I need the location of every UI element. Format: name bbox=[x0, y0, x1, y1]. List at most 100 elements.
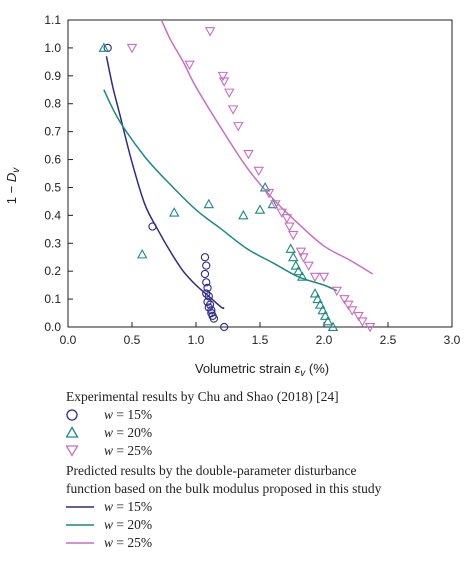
y-tick-label: 0.8 bbox=[44, 97, 61, 111]
legend-pred-w20: w = 20% bbox=[66, 516, 381, 534]
x-axis: 0.0 0.5 1.0 1.5 2.0 2.5 3.0 bbox=[60, 322, 461, 347]
triangle-up-marker-icon bbox=[66, 426, 79, 438]
data-point-w25 bbox=[217, 71, 229, 82]
data-point-w15 bbox=[209, 314, 219, 323]
data-point-w20 bbox=[238, 209, 249, 220]
line-swatch-icon bbox=[66, 542, 94, 544]
y-axis-label: 1 − Dv bbox=[4, 167, 22, 204]
data-point-w20 bbox=[254, 204, 266, 214]
data-point-w25 bbox=[253, 166, 264, 177]
legend-exp-w25-label: 25% bbox=[127, 443, 153, 458]
data-point-w25 bbox=[364, 323, 376, 333]
legend-exp-w15: w = 15% bbox=[66, 406, 339, 424]
data-point-w20 bbox=[317, 304, 328, 315]
legend-pred-w25: w = 25% bbox=[66, 534, 381, 552]
data-point-w25 bbox=[126, 43, 138, 54]
data-point-w25 bbox=[281, 214, 293, 224]
y-tick-label: 0.5 bbox=[44, 180, 61, 194]
legend-exp-w15-label: 15% bbox=[127, 407, 153, 422]
data-point-w25 bbox=[339, 295, 350, 305]
data-point-w25 bbox=[233, 122, 244, 132]
x-tick-label: 1.5 bbox=[252, 333, 269, 347]
data-point-w15 bbox=[200, 269, 210, 279]
y-tick-label: 1.1 bbox=[44, 13, 61, 27]
data-point-w25 bbox=[204, 27, 216, 37]
x-tick-label: 0.5 bbox=[124, 333, 141, 347]
data-point-w20 bbox=[314, 299, 326, 309]
legend-experimental-heading: Experimental results by Chu and Shao (20… bbox=[66, 389, 339, 404]
data-point-w20 bbox=[290, 260, 302, 270]
data-point-w25 bbox=[288, 230, 299, 241]
legend-predicted-heading-2: function based on the bulk modulus propo… bbox=[66, 481, 382, 496]
y-tick-label: 0.6 bbox=[44, 153, 61, 167]
data-point-w25 bbox=[263, 189, 275, 199]
y-axis: 0.0 0.1 0.2 0.3 0.4 0.5 0.6 0.7 0.8 0.9 1.0 1.1 bbox=[44, 13, 73, 334]
legend-exp-w25: w = 25% bbox=[66, 442, 339, 460]
y-tick-label: 0.0 bbox=[44, 320, 61, 334]
line-swatch-icon bbox=[66, 524, 94, 526]
data-point-w15 bbox=[220, 322, 229, 332]
x-axis-label: Volumetric strain εv (%) bbox=[195, 361, 329, 379]
x-tick-label: 2.0 bbox=[316, 333, 333, 347]
data-point-w20 bbox=[285, 243, 296, 253]
data-point-w25 bbox=[243, 149, 254, 160]
predicted-curve-3 bbox=[160, 20, 374, 275]
legend-exp-w20-label: 20% bbox=[127, 425, 153, 440]
data-point-w15 bbox=[202, 278, 211, 287]
legend-experimental: Experimental results by Chu and Shao (20… bbox=[66, 388, 339, 460]
data-point-w25 bbox=[218, 77, 230, 87]
data-point-w25 bbox=[184, 60, 195, 71]
data-point-w20 bbox=[309, 288, 321, 298]
predicted-curves bbox=[103, 20, 374, 310]
data-point-w20 bbox=[267, 198, 279, 209]
legend-predicted: Predicted results by the double-paramete… bbox=[66, 462, 381, 552]
data-point-w15 bbox=[207, 306, 216, 315]
data-point-w20 bbox=[322, 315, 334, 326]
line-swatch-icon bbox=[66, 506, 94, 508]
data-point-w25 bbox=[357, 317, 368, 327]
x-tick-label: 2.5 bbox=[380, 333, 397, 347]
experimental-points bbox=[98, 27, 376, 333]
data-point-w20 bbox=[288, 251, 299, 262]
data-point-w15 bbox=[203, 297, 212, 307]
data-point-w25 bbox=[298, 253, 309, 263]
data-point-w15 bbox=[148, 222, 157, 231]
data-point-w25 bbox=[343, 300, 354, 311]
legend-exp-w20: w = 20% bbox=[66, 424, 339, 442]
y-tick-label: 0.7 bbox=[44, 125, 61, 139]
chart: 0.0 0.5 1.0 1.5 2.0 2.5 3.0 0.0 0.1 0.2 0.3 0.4 0.5… bbox=[4, 13, 461, 379]
data-point-w20 bbox=[98, 42, 110, 52]
data-point-w25 bbox=[303, 261, 314, 272]
data-point-w25 bbox=[224, 88, 235, 98]
predicted-curve-1 bbox=[105, 56, 225, 310]
y-tick-label: 0.2 bbox=[44, 264, 61, 278]
legend-pred-w20-label: 20% bbox=[127, 517, 153, 532]
data-point-w25 bbox=[227, 105, 239, 115]
data-point-w15 bbox=[202, 289, 211, 298]
data-point-w20 bbox=[293, 265, 304, 276]
y-tick-label: 0.1 bbox=[44, 292, 61, 306]
data-point-w15 bbox=[202, 261, 211, 270]
data-point-w20 bbox=[327, 321, 339, 331]
data-point-w25 bbox=[346, 306, 358, 316]
data-point-w20 bbox=[312, 293, 323, 304]
y-tick-label: 0.3 bbox=[44, 236, 61, 250]
data-point-w20 bbox=[169, 207, 180, 217]
x-tick-label: 1.0 bbox=[188, 333, 205, 347]
data-point-w25 bbox=[318, 272, 330, 283]
legend-pred-w15-label: 15% bbox=[127, 499, 153, 514]
data-point-w15 bbox=[203, 283, 212, 293]
data-point-w20 bbox=[203, 198, 215, 209]
legend-pred-w25-label: 25% bbox=[127, 535, 153, 550]
predicted-curve-2 bbox=[103, 89, 338, 292]
data-point-w20 bbox=[297, 271, 308, 281]
data-point-w25 bbox=[309, 272, 321, 283]
data-point-w15 bbox=[200, 253, 210, 262]
legend-predicted-heading-1: Predicted results by the double-paramete… bbox=[66, 463, 357, 478]
x-tick-label: 0.0 bbox=[60, 333, 77, 347]
data-point-w15 bbox=[204, 292, 213, 301]
data-point-w25 bbox=[284, 222, 295, 232]
data-point-w20 bbox=[137, 249, 148, 259]
y-tick-label: 0.9 bbox=[44, 69, 61, 83]
x-tick-label: 3.0 bbox=[444, 333, 461, 347]
